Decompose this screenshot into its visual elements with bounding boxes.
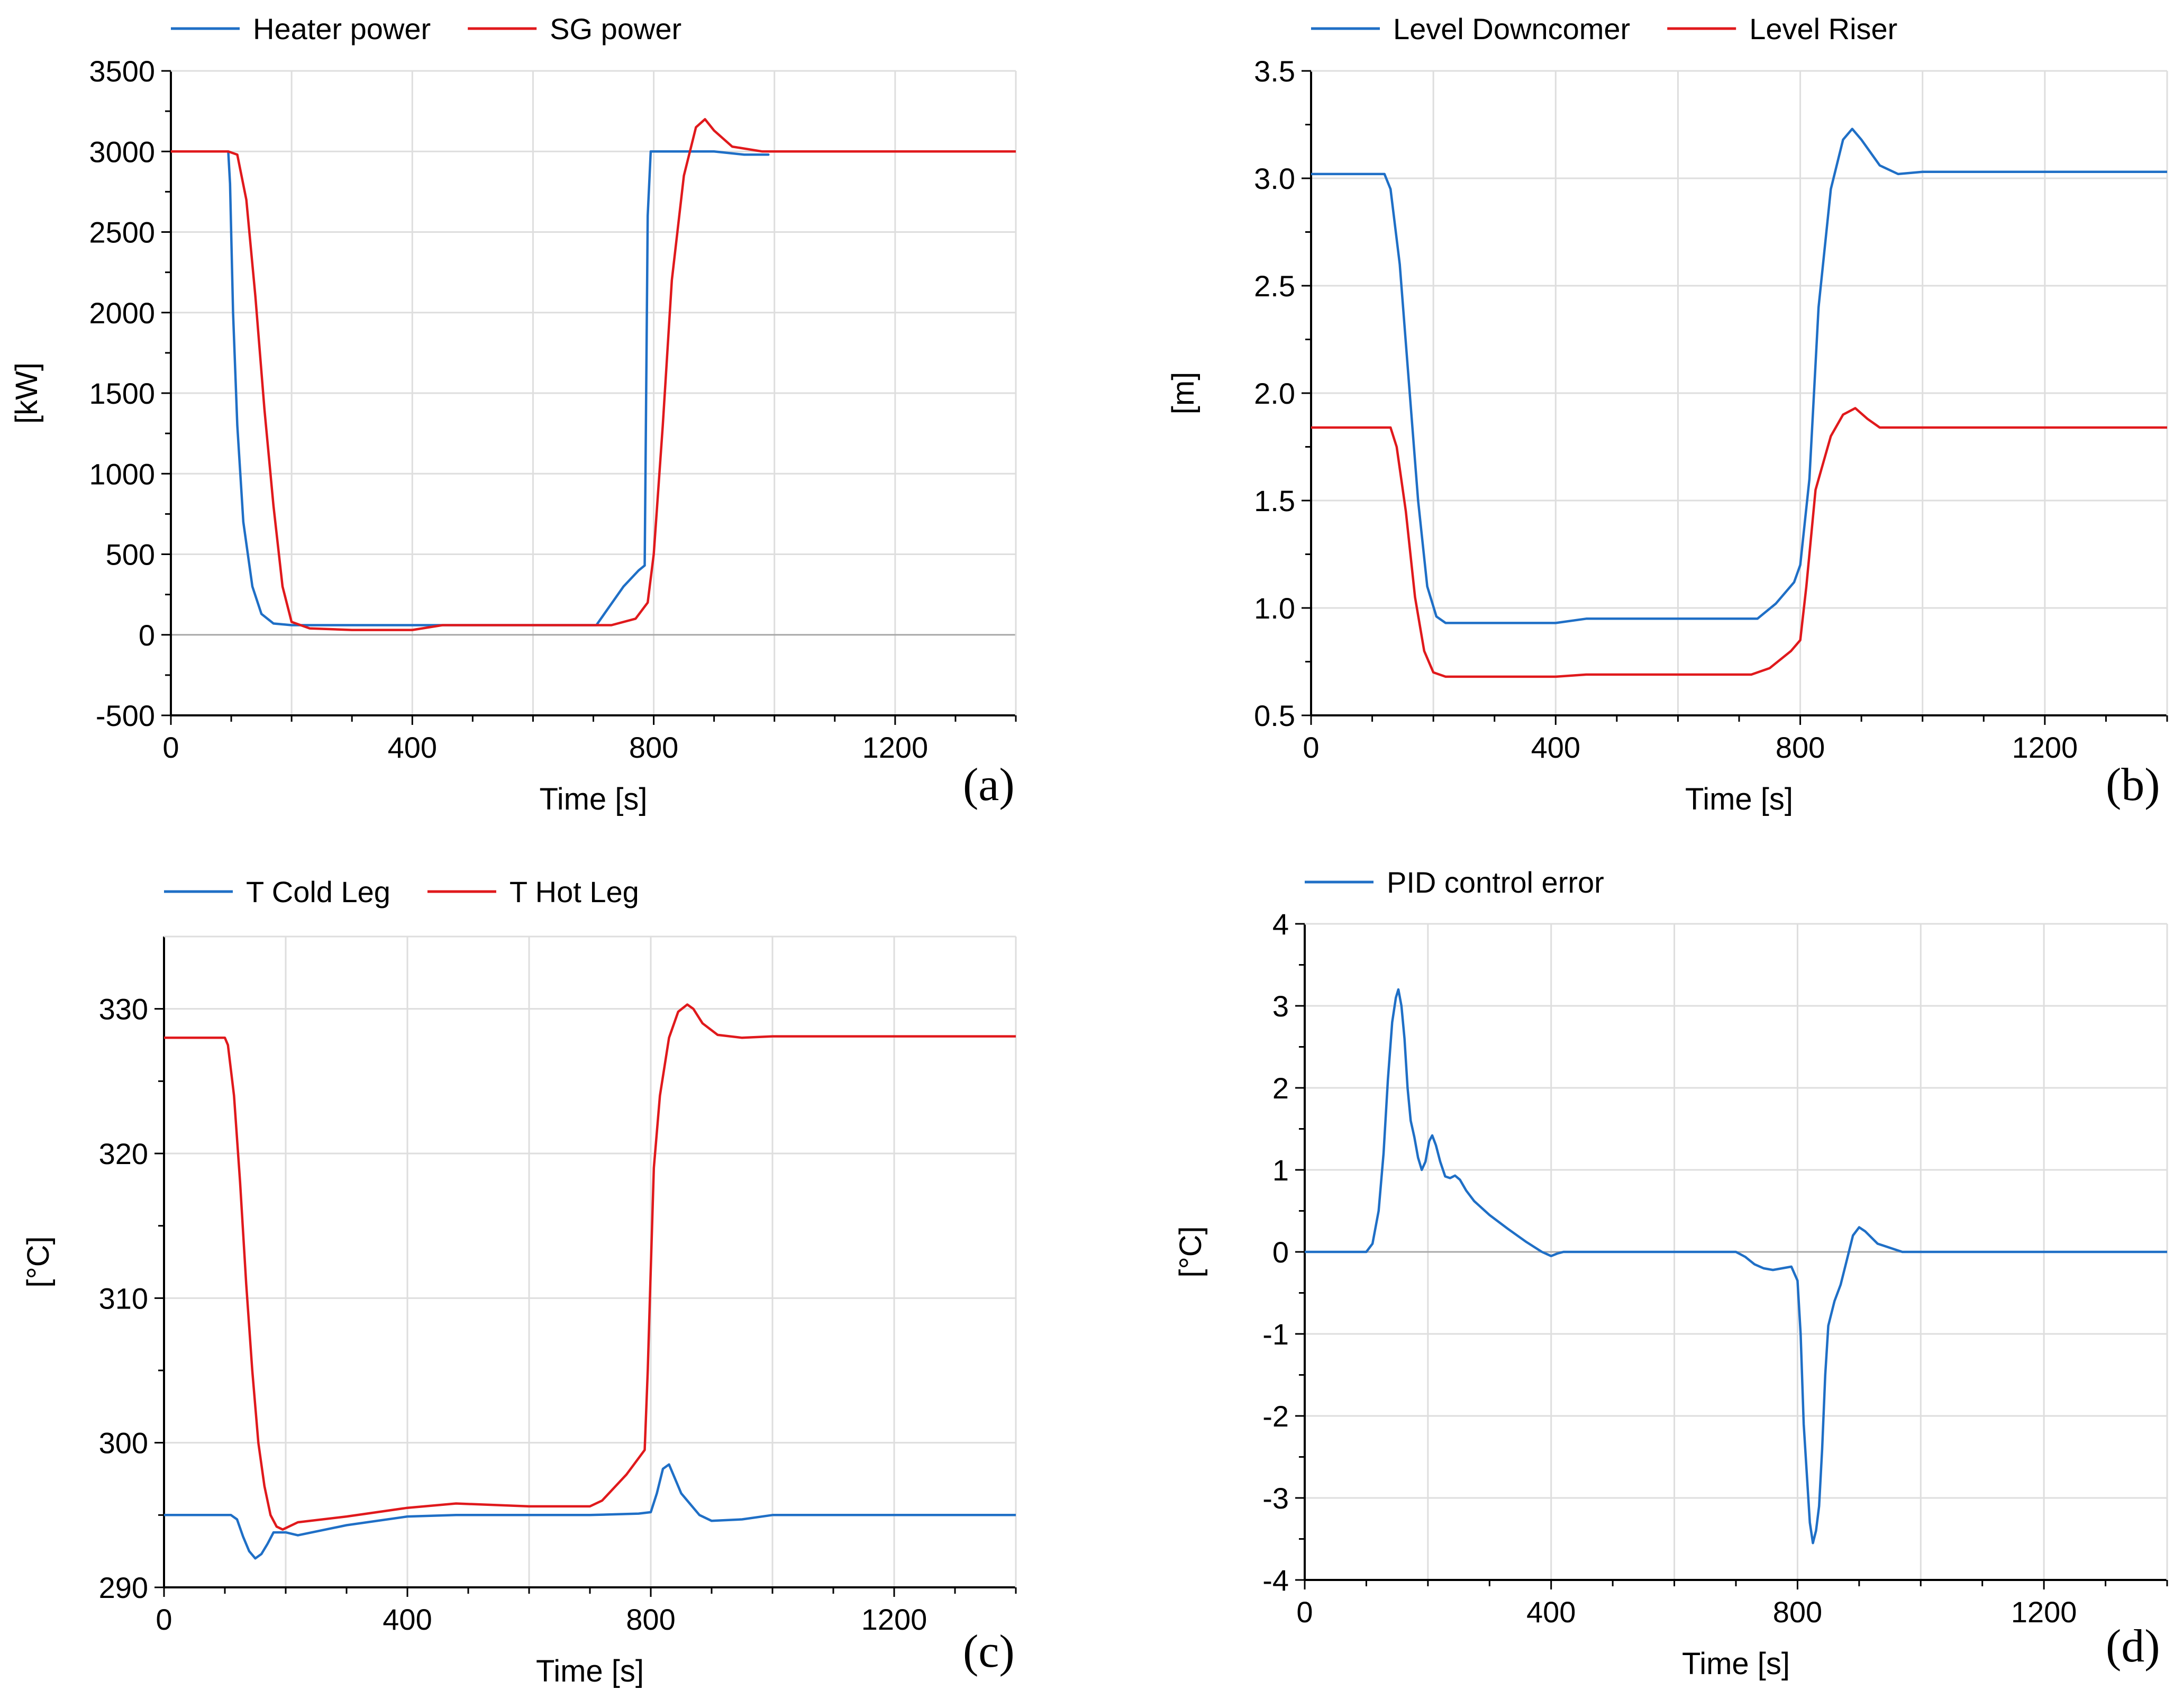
x-tick-label: 0 (1296, 1595, 1313, 1629)
x-tick-label: 400 (1531, 731, 1580, 764)
y-tick-label: -3 (1262, 1482, 1289, 1515)
x-tick-label: 400 (388, 731, 437, 764)
x-tick-label: 400 (383, 1603, 432, 1636)
chart-panel-a: 0 400 800 1200-5000500100015002000250030003… (10, 12, 1017, 816)
series-group (171, 118, 1016, 631)
panel-label: (b) (2106, 759, 2160, 811)
x-tick-label: 0 (162, 731, 179, 764)
y-tick-label: 1000 (89, 457, 155, 490)
y-tick-label: 3.5 (1254, 54, 1295, 88)
x-tick-label: 800 (1776, 731, 1825, 764)
x-axis-label: Time [s] (1685, 782, 1793, 816)
y-tick-label: 500 (106, 538, 155, 571)
legend-label: Level Downcomer (1393, 12, 1630, 46)
y-tick-label: 320 (99, 1137, 148, 1170)
series-group (164, 1003, 1016, 1560)
chart-panel-d: 0 400 800 1200 -4 -3 -2 -1 0 1 2 3 4 Time [s] [°C] (d) P… (1174, 866, 2168, 1681)
y-tick-label: 4 (1272, 907, 1289, 941)
y-tick-label: 1 (1272, 1153, 1289, 1187)
series-line-t-hot-leg (164, 1003, 1016, 1531)
series-line-t-cold-leg (164, 1463, 1016, 1560)
x-tick-label: 400 (1526, 1595, 1576, 1629)
y-tick-label: 0.5 (1254, 699, 1295, 732)
y-tick-label: 300 (99, 1427, 148, 1460)
y-tick-label: 3000 (89, 135, 155, 168)
x-tick-label: 1200 (862, 731, 929, 764)
x-tick-label: 800 (629, 731, 678, 764)
y-tick-label: 2.0 (1254, 377, 1295, 410)
x-tick-label: 800 (1773, 1595, 1822, 1629)
x-tick-label: 0 (156, 1603, 172, 1636)
panel-label: (d) (2106, 1621, 2160, 1672)
x-axis-label: Time [s] (536, 1654, 644, 1688)
y-tick-label: 0 (139, 619, 155, 652)
x-tick-label: 1200 (861, 1603, 927, 1636)
y-tick-label: -4 (1262, 1564, 1289, 1597)
x-axis-label: Time [s] (1682, 1647, 1790, 1681)
legend-label: SG power (550, 12, 681, 46)
y-tick-label: 3.0 (1254, 162, 1295, 195)
y-tick-label: 2500 (89, 216, 155, 249)
y-tick-label: -500 (96, 699, 155, 732)
y-tick-label: 2000 (89, 296, 155, 330)
x-tick-label: 800 (626, 1603, 675, 1636)
x-axis-label: Time [s] (539, 782, 647, 816)
y-tick-label: 0 (1272, 1235, 1289, 1269)
chart-panel-c: 0 400 800 1200 290 300 310 320 330 Time [s] [°C] (c… (21, 875, 1017, 1688)
y-tick-label: 3500 (89, 54, 155, 88)
y-axis-label: [°C] (21, 1236, 56, 1287)
y-axis-label: [kW] (10, 362, 44, 424)
legend-label: PID control error (1387, 866, 1604, 899)
legend-label: Heater power (253, 12, 431, 46)
panel-label: (a) (963, 759, 1015, 811)
y-tick-label: -2 (1262, 1400, 1289, 1433)
legend-label: T Hot Leg (510, 875, 639, 908)
y-axis-label: [m] (1166, 372, 1200, 415)
y-tick-label: 2 (1272, 1071, 1289, 1105)
y-tick-label: 3 (1272, 989, 1289, 1023)
legend-label: T Cold Leg (246, 875, 390, 908)
y-tick-label: 330 (99, 993, 148, 1026)
y-tick-label: -1 (1262, 1318, 1289, 1351)
y-axis-label: [°C] (1174, 1226, 1208, 1277)
chart-panel-b: 0 400 800 1200 0.5 1.0 1.5 2.0 2.5 3.0 3.5 Time [s]… (1166, 12, 2168, 816)
series-group (1311, 128, 2167, 678)
y-tick-label: 1.5 (1254, 484, 1295, 517)
x-tick-label: 1200 (2011, 1595, 2077, 1629)
y-tick-label: 2.5 (1254, 269, 1295, 303)
y-tick-label: 310 (99, 1282, 148, 1315)
series-line-level-downcomer (1311, 128, 2167, 624)
y-tick-label: 1.0 (1254, 592, 1295, 625)
series-line-level-riser (1311, 407, 2167, 678)
y-tick-label: 1500 (89, 377, 155, 410)
panel-label: (c) (963, 1626, 1015, 1677)
y-tick-label: 290 (99, 1571, 148, 1604)
series-group (1305, 988, 2167, 1545)
series-line-sg-power (171, 118, 1016, 631)
x-tick-label: 1200 (2012, 731, 2078, 764)
series-line-pid-control-error (1305, 988, 2167, 1545)
x-tick-label: 0 (1303, 731, 1319, 764)
legend-label: Level Riser (1749, 12, 1897, 46)
